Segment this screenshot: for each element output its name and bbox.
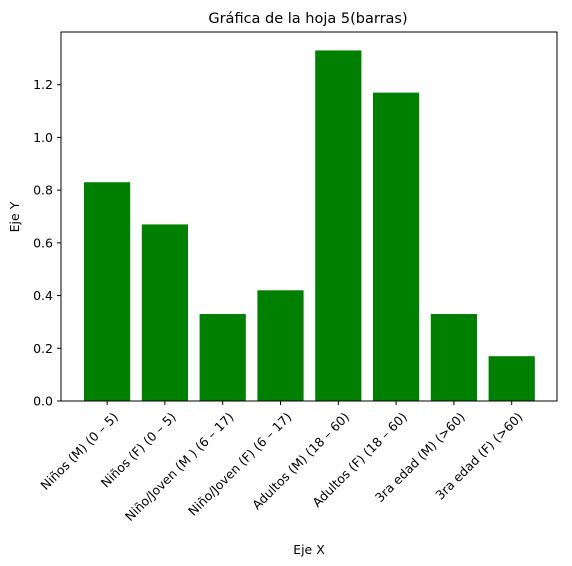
x-axis: Niños (M) (0 – 5)Niños (F) (0 – 5)Niño/J… [37,401,526,524]
y-tick-label: 0.4 [33,288,53,303]
y-tick-label: 0.6 [33,235,53,250]
y-axis: 0.0 0.2 0.4 0.6 0.8 1.0 1.2 [33,77,61,409]
x-axis-label: Eje X [293,542,325,557]
bar-6 [373,92,420,401]
chart-title: Gráfica de la hoja 5(barras) [208,11,407,27]
y-tick-label: 0.2 [33,341,53,356]
y-tick-label: 0.0 [33,394,53,409]
bar-3 [199,314,246,401]
bar-8 [488,356,535,401]
bars-group [84,50,535,401]
x-tick-label: Niño/Joven (F) (6 – 17) [185,409,294,518]
bar-1 [84,182,131,401]
bar-4 [257,290,304,401]
y-tick-label: 0.8 [33,183,53,198]
y-tick-label: 1.2 [33,77,53,92]
x-tick-label: Adultos (M) (18 – 60) [249,409,352,512]
y-tick-label: 1.0 [33,130,53,145]
x-tick-label: Niño/Joven (M ) (6 – 17) [122,409,237,524]
y-axis-label: Eje Y [7,201,22,232]
bar-7 [430,314,477,401]
plot-frame [60,31,558,402]
bar-2 [141,224,188,401]
bar-5 [315,50,362,401]
x-tick-label: Adultos (F) (18 – 60) [309,409,410,510]
